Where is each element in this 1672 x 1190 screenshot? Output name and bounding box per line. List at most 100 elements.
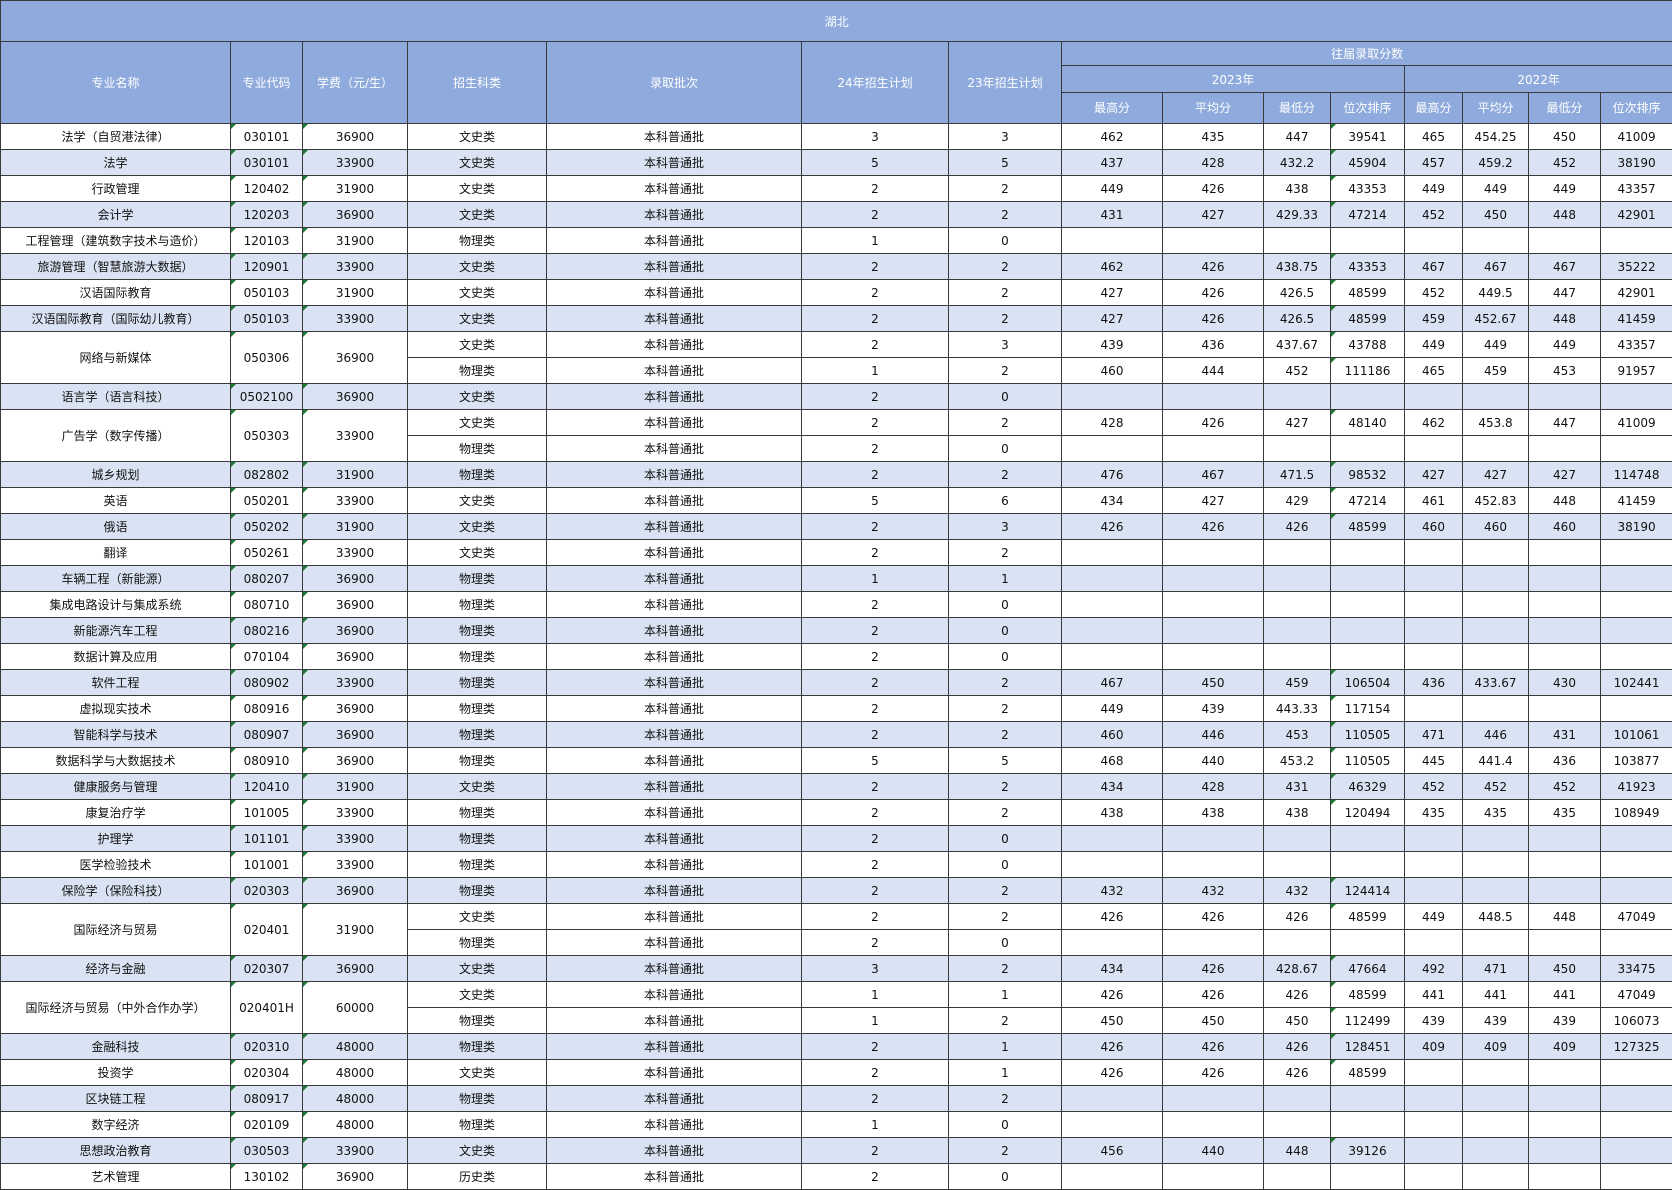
score-y22-min [1529,878,1601,904]
score-y22-min: 460 [1529,514,1601,540]
score-y22-avg [1463,566,1529,592]
major-name: 语言学（语言科技） [1,384,231,410]
admission-batch: 本科普通批 [547,176,802,202]
score-y22-rank [1601,1138,1672,1164]
admission-batch: 本科普通批 [547,956,802,982]
score-y22-min [1529,1086,1601,1112]
tuition-fee: 36900 [303,696,408,722]
score-y23-avg: 426 [1163,982,1264,1008]
score-y22-rank: 106073 [1601,1008,1672,1034]
score-y23-max [1062,592,1163,618]
major-code: 101101 [231,826,303,852]
plan-2023: 2 [949,800,1062,826]
subject-type: 文史类 [408,280,547,306]
header-type: 招生科类 [408,42,547,124]
tuition-fee: 36900 [303,956,408,982]
plan-2023: 2 [949,1086,1062,1112]
score-y23-min: 438 [1264,800,1331,826]
admission-batch: 本科普通批 [547,644,802,670]
score-y22-rank: 38190 [1601,150,1672,176]
major-name: 思想政治教育 [1,1138,231,1164]
plan-2023: 0 [949,1112,1062,1138]
score-y22-min: 452 [1529,150,1601,176]
score-y23-rank: 110505 [1331,748,1405,774]
score-y23-avg: 426 [1163,1060,1264,1086]
plan-2023: 0 [949,436,1062,462]
score-y23-rank: 48599 [1331,904,1405,930]
tuition-fee: 36900 [303,748,408,774]
score-y22-rank: 41459 [1601,488,1672,514]
subject-type: 物理类 [408,462,547,488]
score-y22-avg: 453.8 [1463,410,1529,436]
major-name: 护理学 [1,826,231,852]
plan-2023: 0 [949,644,1062,670]
score-y23-min: 426 [1264,1060,1331,1086]
subject-type: 物理类 [408,1034,547,1060]
score-y23-avg [1163,436,1264,462]
admission-batch: 本科普通批 [547,228,802,254]
major-name: 医学检验技术 [1,852,231,878]
major-code: 120410 [231,774,303,800]
tuition-fee: 31900 [303,514,408,540]
tuition-fee: 36900 [303,644,408,670]
major-code: 020303 [231,878,303,904]
score-y22-avg [1463,826,1529,852]
tuition-fee: 33900 [303,410,408,462]
score-y22-max: 436 [1405,670,1463,696]
score-y22-max [1405,384,1463,410]
header-y22-col-3: 位次排序 [1601,93,1672,124]
major-name: 行政管理 [1,176,231,202]
tuition-fee: 36900 [303,592,408,618]
tuition-fee: 31900 [303,904,408,956]
score-y23-min: 432.2 [1264,150,1331,176]
score-y22-min: 448 [1529,904,1601,930]
major-name: 金融科技 [1,1034,231,1060]
score-y22-rank [1601,228,1672,254]
major-code: 030101 [231,150,303,176]
score-y22-avg: 409 [1463,1034,1529,1060]
score-y22-rank [1601,1112,1672,1138]
major-code: 101005 [231,800,303,826]
score-y23-rank: 47214 [1331,202,1405,228]
score-y23-rank [1331,826,1405,852]
score-y22-max [1405,592,1463,618]
score-y23-min [1264,566,1331,592]
admission-batch: 本科普通批 [547,280,802,306]
subject-type: 物理类 [408,826,547,852]
score-y23-max [1062,540,1163,566]
plan-2023: 3 [949,332,1062,358]
score-y22-max: 441 [1405,982,1463,1008]
score-y22-rank: 47049 [1601,904,1672,930]
plan-2024: 5 [802,488,949,514]
score-y23-avg: 446 [1163,722,1264,748]
plan-2024: 1 [802,982,949,1008]
plan-2024: 2 [802,410,949,436]
plan-2024: 2 [802,826,949,852]
score-y23-max [1062,930,1163,956]
score-y22-max [1405,1164,1463,1190]
admission-batch: 本科普通批 [547,592,802,618]
score-y22-min: 452 [1529,774,1601,800]
table-title: 湖北 [1,1,1672,42]
plan-2023: 0 [949,930,1062,956]
major-code: 080207 [231,566,303,592]
admission-batch: 本科普通批 [547,1086,802,1112]
admission-batch: 本科普通批 [547,1164,802,1190]
score-y22-avg [1463,1164,1529,1190]
score-y22-avg [1463,436,1529,462]
score-y23-rank [1331,644,1405,670]
major-code: 020401H [231,982,303,1034]
score-y23-avg: 467 [1163,462,1264,488]
score-y23-rank: 48599 [1331,306,1405,332]
score-y22-min: 430 [1529,670,1601,696]
major-name: 工程管理（建筑数字技术与造价） [1,228,231,254]
score-y22-rank: 41009 [1601,124,1672,150]
